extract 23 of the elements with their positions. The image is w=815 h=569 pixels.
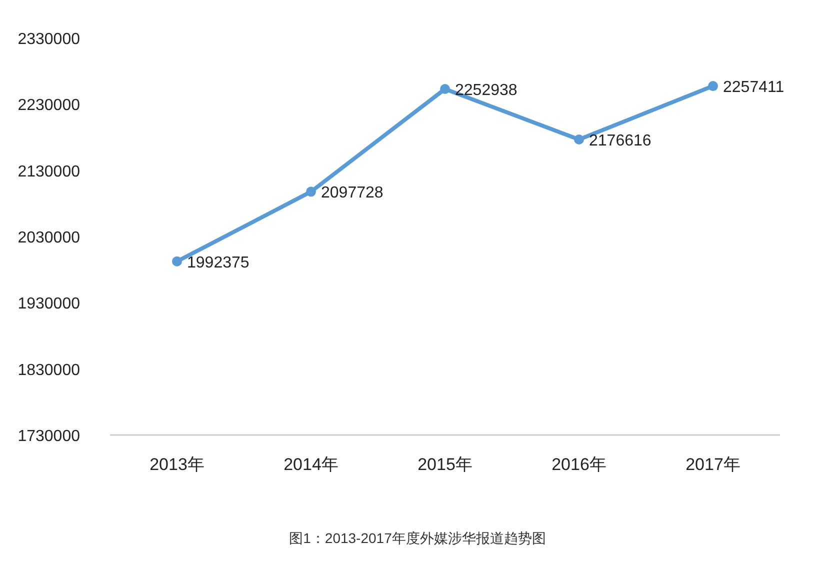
data-label: 2252938 — [455, 82, 518, 99]
y-tick-label: 1830000 — [18, 362, 80, 379]
x-tick-label: 2016年 — [552, 455, 606, 474]
point — [172, 256, 182, 266]
y-tick-label: 2030000 — [18, 230, 80, 246]
x-tick-label: 2014年 — [284, 455, 338, 474]
y-tick-label: 1930000 — [18, 296, 80, 313]
x-tick-label: 2017年 — [686, 455, 740, 474]
y-tick-label: 2230000 — [18, 97, 80, 114]
point — [306, 186, 316, 197]
data-label: 2176616 — [589, 132, 652, 150]
point — [440, 84, 450, 94]
point — [708, 81, 718, 92]
point — [574, 134, 584, 144]
data-label: 2257411 — [723, 79, 784, 96]
x-tick-label: 2015年 — [418, 455, 472, 474]
caption: 图1：2013-2017年度外媒涉华报道趋势图 — [289, 530, 546, 546]
data-label: 2097728 — [321, 184, 384, 202]
x-tick-label: 2013年 — [150, 455, 204, 474]
y-tick-label: 2130000 — [18, 163, 80, 180]
y-tick-label: 2330000 — [18, 31, 80, 48]
data-label: 1992375 — [187, 254, 250, 272]
y-tick-label: 1730000 — [18, 428, 80, 445]
